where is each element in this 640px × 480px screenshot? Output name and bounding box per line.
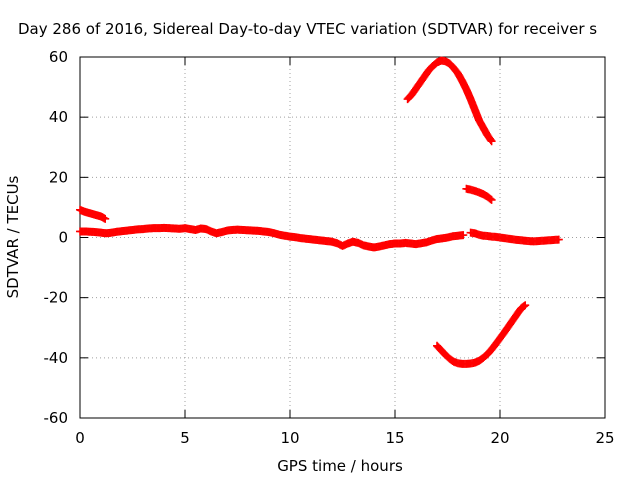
x-tick-label: 5 (180, 429, 190, 447)
y-axis-label: SDTVAR / TECUs (4, 175, 22, 298)
y-tick-label: -20 (44, 289, 69, 307)
data-points (76, 56, 563, 368)
data-point (486, 136, 495, 145)
data-point (487, 195, 496, 204)
y-tick-label: 0 (58, 229, 68, 247)
data-point (554, 235, 563, 244)
series-3 (466, 228, 563, 246)
series-5 (462, 184, 496, 204)
chart-title: Day 286 of 2016, Sidereal Day-to-day VTE… (18, 20, 597, 38)
data-point (521, 301, 530, 310)
x-tick-label: 20 (490, 429, 509, 447)
data-point (101, 214, 110, 223)
data-point (520, 302, 529, 311)
series-6 (433, 301, 530, 368)
y-tick-label: -60 (44, 409, 69, 427)
data-point (486, 195, 495, 204)
series-4 (403, 56, 496, 146)
x-tick-label: 10 (280, 429, 299, 447)
y-tick-label: 60 (49, 48, 68, 66)
series-2 (76, 223, 468, 252)
y-tick-label: 40 (49, 108, 68, 126)
y-tick-label: -40 (44, 349, 69, 367)
x-tick-label: 25 (595, 429, 614, 447)
y-tick-label: 20 (49, 168, 68, 186)
x-axis-label: GPS time / hours (277, 457, 403, 475)
x-tick-label: 0 (75, 429, 85, 447)
data-point (459, 231, 468, 240)
x-tick-label: 15 (385, 429, 404, 447)
data-point (487, 137, 496, 146)
series-1 (76, 205, 110, 223)
axes: 0 5 10 15 20 25 -60 -40 -20 0 20 40 60 (44, 48, 615, 447)
